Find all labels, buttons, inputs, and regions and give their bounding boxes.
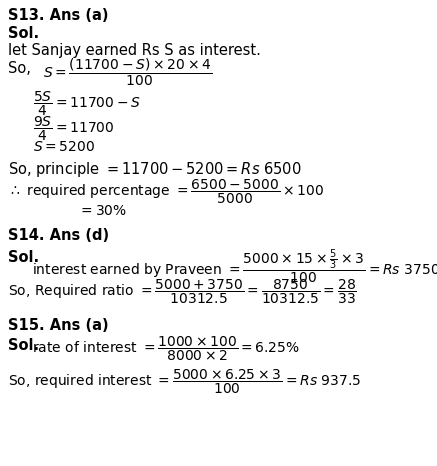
Text: Sol.: Sol. (8, 338, 39, 353)
Text: S15. Ans (a): S15. Ans (a) (8, 318, 109, 333)
Text: let Sanjay earned Rs S as interest.: let Sanjay earned Rs S as interest. (8, 43, 261, 58)
Text: $\dfrac{9S}{4} = 11700$: $\dfrac{9S}{4} = 11700$ (33, 115, 114, 144)
Text: So,: So, (8, 61, 31, 76)
Text: Sol.: Sol. (8, 250, 39, 265)
Text: $\dfrac{5S}{4} = 11700 - S$: $\dfrac{5S}{4} = 11700 - S$ (33, 90, 141, 118)
Text: S14. Ans (d): S14. Ans (d) (8, 228, 109, 243)
Text: So, Required ratio $= \dfrac{5000+3750}{10312.5} = \dfrac{8750}{10312.5} = \dfra: So, Required ratio $= \dfrac{5000+3750}{… (8, 278, 357, 306)
Text: So, required interest $= \dfrac{5000\times6.25\times3}{100} = Rs\ 937.5$: So, required interest $= \dfrac{5000\tim… (8, 368, 361, 397)
Text: interest earned by Praveen $= \dfrac{5000\times15\times\frac{5}{3}\times3}{100} : interest earned by Praveen $= \dfrac{500… (32, 247, 437, 286)
Text: $S = \dfrac{(11700-S)\times20\times4}{100}$: $S = \dfrac{(11700-S)\times20\times4}{10… (43, 57, 212, 89)
Text: Sol.: Sol. (8, 26, 39, 41)
Text: $S = 5200$: $S = 5200$ (33, 140, 95, 154)
Text: rate of interest $= \dfrac{1000\times100}{8000\times2} = 6.25\%$: rate of interest $= \dfrac{1000\times100… (32, 335, 299, 363)
Text: So, principle $= 11700 - 5200 = Rs$ 6500: So, principle $= 11700 - 5200 = Rs$ 6500 (8, 160, 302, 179)
Text: S13. Ans (a): S13. Ans (a) (8, 8, 108, 23)
Text: $= 30\%$: $= 30\%$ (78, 204, 127, 218)
Text: $\therefore$ required percentage $= \dfrac{6500-5000}{5000} \times 100$: $\therefore$ required percentage $= \dfr… (8, 178, 324, 206)
